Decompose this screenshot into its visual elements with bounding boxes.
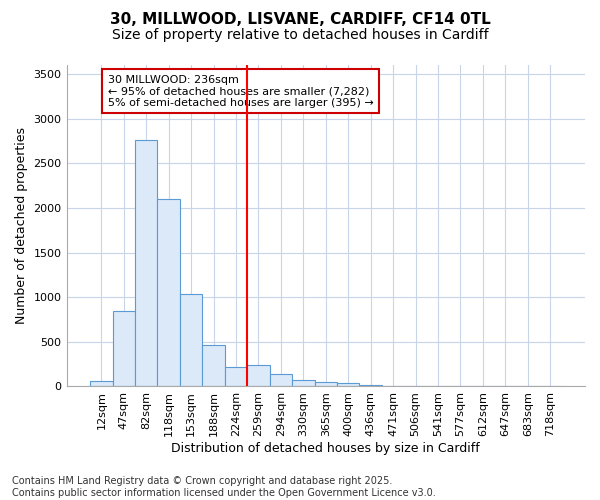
Bar [113, 310, 135, 386]
Bar [202, 346, 225, 387]
Bar [269, 374, 292, 386]
Bar [314, 382, 337, 386]
Text: 30, MILLWOOD, LISVANE, CARDIFF, CF14 0TL: 30, MILLWOOD, LISVANE, CARDIFF, CF14 0TL [110, 12, 490, 28]
Title: 30, MILLWOOD, LISVANE, CARDIFF, CF14 0TL
Size of property relative to detached h: 30, MILLWOOD, LISVANE, CARDIFF, CF14 0TL… [0, 499, 1, 500]
Text: Size of property relative to detached houses in Cardiff: Size of property relative to detached ho… [112, 28, 488, 42]
Text: 30 MILLWOOD: 236sqm
← 95% of detached houses are smaller (7,282)
5% of semi-deta: 30 MILLWOOD: 236sqm ← 95% of detached ho… [108, 74, 374, 108]
Y-axis label: Number of detached properties: Number of detached properties [15, 127, 28, 324]
Text: Contains HM Land Registry data © Crown copyright and database right 2025.
Contai: Contains HM Land Registry data © Crown c… [12, 476, 436, 498]
Bar [135, 140, 157, 386]
Bar [90, 381, 113, 386]
X-axis label: Distribution of detached houses by size in Cardiff: Distribution of detached houses by size … [172, 442, 480, 455]
Bar [247, 366, 269, 386]
Bar [337, 384, 359, 386]
Bar [157, 199, 180, 386]
Bar [292, 380, 314, 386]
Bar [359, 384, 382, 386]
Bar [225, 367, 247, 386]
Bar [180, 294, 202, 386]
